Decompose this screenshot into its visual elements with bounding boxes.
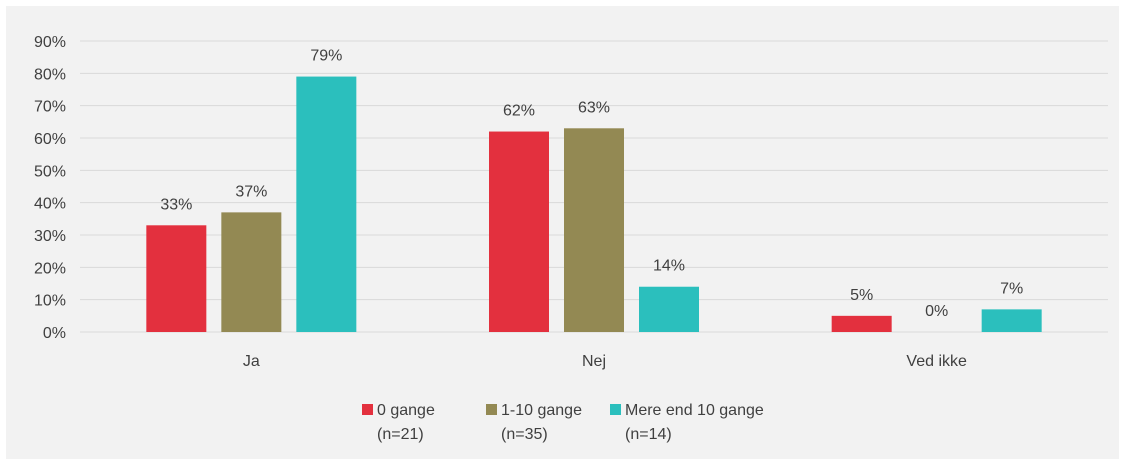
bar: [146, 225, 207, 332]
data-label: 37%: [235, 183, 267, 200]
y-tick-label: 60%: [34, 131, 66, 148]
chart-area: 0% 10% 20% 30% 40% 50% 60% 70% 80% 90% 33% 37% 79% Ja…: [6, 6, 1119, 459]
bar: [831, 315, 892, 332]
legend-swatch: [610, 404, 621, 415]
data-label: 0%: [925, 303, 948, 320]
bar: [639, 286, 699, 332]
legend-label: Mere end 10 gange: [625, 402, 764, 419]
legend-swatch: [486, 404, 497, 415]
legend-label: 0 gange: [377, 402, 435, 419]
bar: [489, 131, 549, 332]
legend-label-line2: (n=14): [625, 426, 672, 443]
data-label: 63%: [578, 99, 610, 116]
bar-chart: 0% 10% 20% 30% 40% 50% 60% 70% 80% 90% 33% 37% 79% Ja…: [34, 34, 1108, 443]
data-label: 33%: [160, 196, 192, 213]
y-tick-label: 0%: [43, 325, 66, 342]
legend-swatch: [362, 404, 373, 415]
data-label: 62%: [503, 103, 535, 120]
bar: [981, 309, 1042, 332]
legend-label: 1-10 gange: [501, 402, 582, 419]
category-label: Ved ikke: [906, 353, 967, 370]
y-tick-label: 20%: [34, 260, 66, 277]
category-label: Ja: [243, 353, 260, 370]
y-tick-label: 50%: [34, 163, 66, 180]
y-tick-label: 70%: [34, 99, 66, 116]
legend-label-line2: (n=21): [377, 426, 424, 443]
bar: [221, 212, 282, 332]
bar: [564, 128, 624, 332]
bar: [296, 76, 357, 332]
y-tick-label: 30%: [34, 228, 66, 245]
data-label: 5%: [850, 287, 873, 304]
legend-label-line2: (n=35): [501, 426, 548, 443]
y-tick-label: 40%: [34, 196, 66, 213]
y-tick-label: 80%: [34, 66, 66, 83]
y-tick-label: 90%: [34, 34, 66, 51]
data-label: 79%: [310, 48, 342, 65]
category-label: Nej: [582, 353, 606, 370]
data-label: 7%: [1000, 280, 1023, 297]
data-label: 14%: [653, 258, 685, 275]
y-tick-label: 10%: [34, 293, 66, 310]
